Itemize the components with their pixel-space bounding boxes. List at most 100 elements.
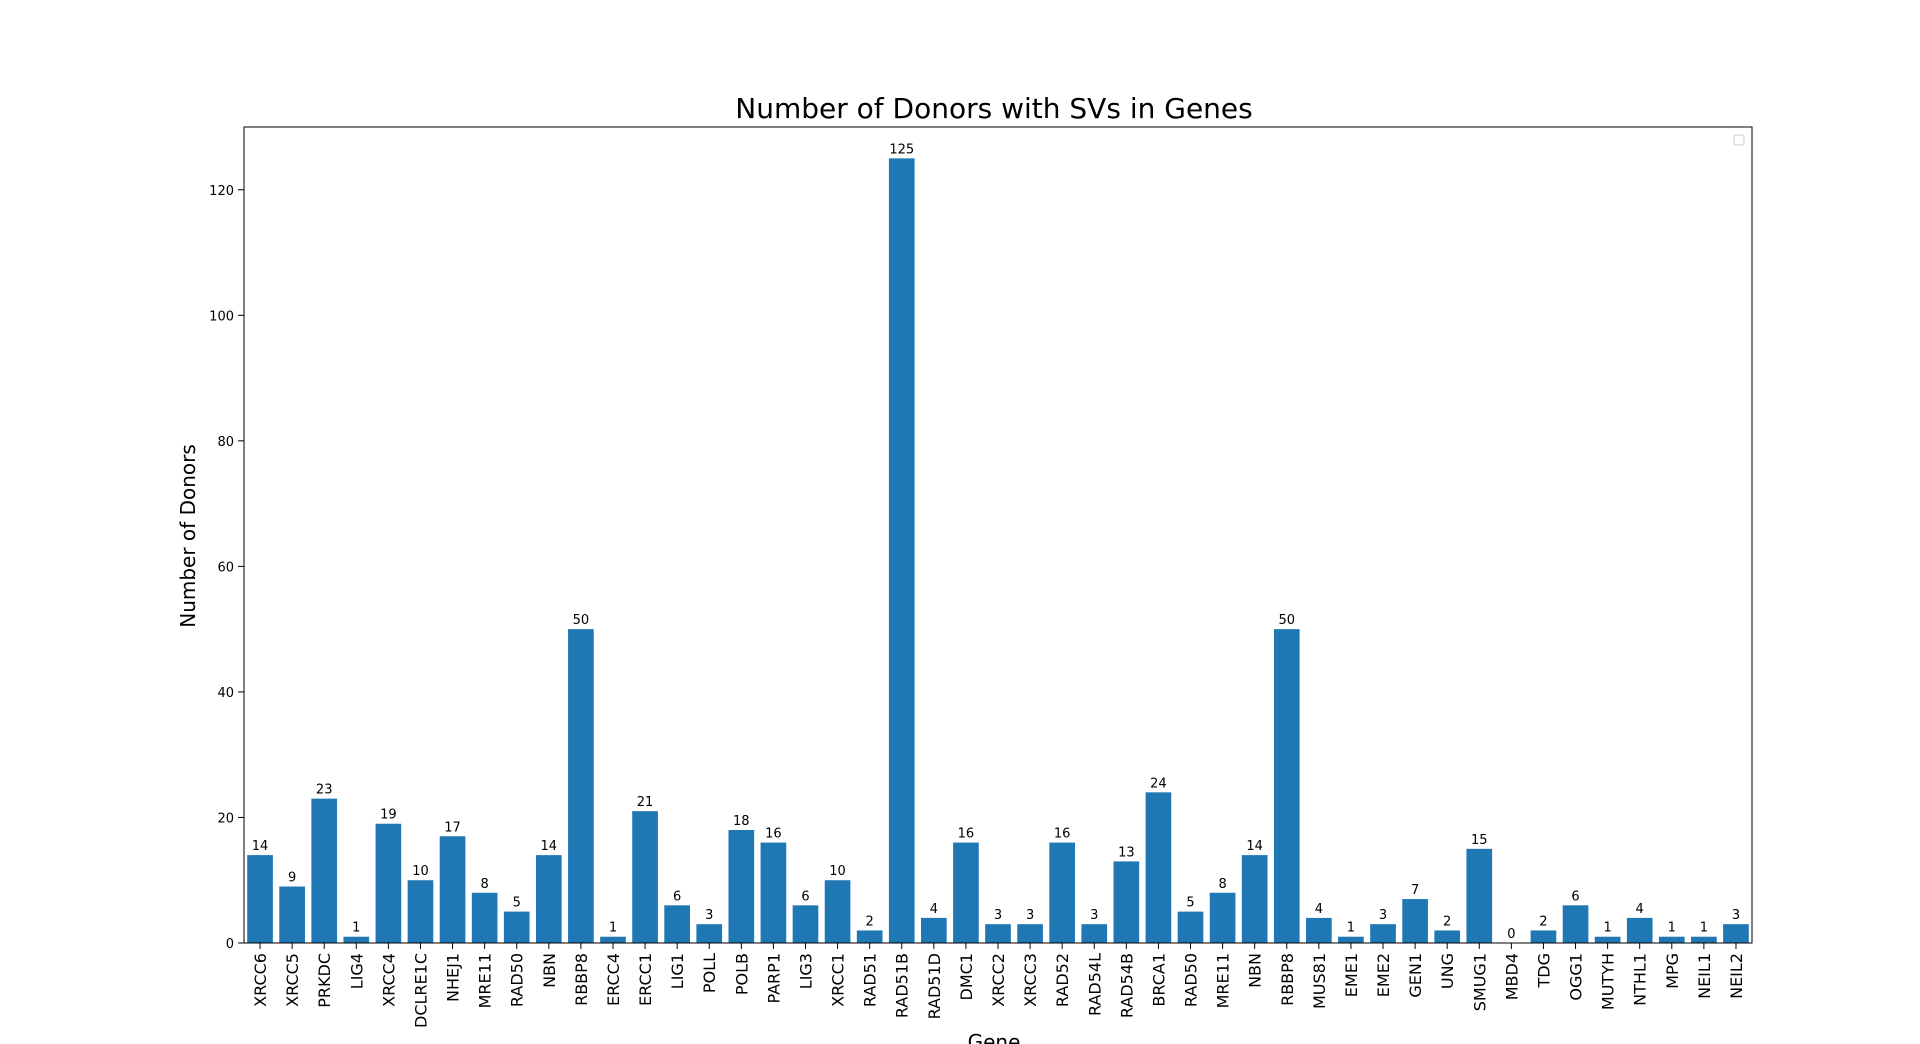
x-tick-label: MBD4 <box>1502 953 1521 1000</box>
bar-nbn <box>535 855 562 943</box>
x-tick-label: EME2 <box>1374 953 1393 997</box>
y-tick-label: 100 <box>209 309 234 324</box>
x-tick-label: MPG <box>1663 953 1682 989</box>
data-label: 3 <box>1090 908 1098 923</box>
plot-area: 14XRCC69XRCC523PRKDC1LIG419XRCC410DCLRE1… <box>209 126 1753 1028</box>
x-tick-label: NHEJ1 <box>444 953 463 1002</box>
data-label: 24 <box>1150 776 1167 791</box>
bar-ercc4 <box>600 936 626 943</box>
data-label: 3 <box>994 908 1002 923</box>
data-label: 4 <box>1315 902 1323 917</box>
bar-xrcc4 <box>375 823 402 943</box>
x-tick-label: RAD50 <box>1182 953 1201 1007</box>
bar-mutyh <box>1594 936 1621 943</box>
x-tick-label: RAD54B <box>1117 953 1136 1018</box>
data-label: 3 <box>705 908 713 923</box>
bar-poll <box>696 924 723 943</box>
bar-polb <box>728 830 755 943</box>
x-tick-label: RAD51 <box>861 953 880 1007</box>
bar-nthl1 <box>1626 917 1653 943</box>
data-label: 14 <box>252 839 269 854</box>
data-label: 14 <box>541 839 558 854</box>
data-label: 1 <box>1603 921 1611 936</box>
data-label: 17 <box>444 820 461 835</box>
x-tick-label: SMUG1 <box>1470 953 1489 1011</box>
bar-rad52 <box>1049 842 1076 943</box>
data-label: 1 <box>1700 921 1708 936</box>
x-tick-label: XRCC1 <box>829 953 848 1007</box>
bar-rbbp8 <box>568 629 594 943</box>
data-label: 18 <box>733 814 750 829</box>
x-tick-label: RAD51B <box>893 953 912 1018</box>
x-tick-label: PRKDC <box>315 953 334 1008</box>
data-label: 13 <box>1118 845 1135 860</box>
bar-lig4 <box>343 936 370 943</box>
data-label: 16 <box>958 827 975 842</box>
x-tick-label: GEN1 <box>1406 953 1425 998</box>
bar-prkdc <box>311 798 338 943</box>
bar-ercc1 <box>632 811 658 943</box>
x-tick-label: OGG1 <box>1567 953 1586 1001</box>
x-tick-label: UNG <box>1438 953 1457 989</box>
bar-nhej1 <box>439 836 466 943</box>
bar-rad51 <box>856 930 883 943</box>
bar-neil1 <box>1691 936 1717 943</box>
x-tick-label: NEIL2 <box>1727 953 1746 999</box>
x-tick-label: POLB <box>732 953 751 995</box>
y-tick-label: 60 <box>217 560 234 575</box>
x-tick-label: RAD50 <box>508 953 527 1007</box>
bar-xrcc5 <box>279 886 305 943</box>
x-tick-label: NEIL1 <box>1695 953 1714 999</box>
x-tick-label: ERCC1 <box>636 953 655 1006</box>
data-label: 1 <box>609 921 617 936</box>
x-tick-label: MUTYH <box>1599 953 1618 1010</box>
bar-xrcc6 <box>247 855 273 943</box>
bar-parp1 <box>760 842 787 943</box>
x-tick-label: MRE11 <box>1214 953 1233 1008</box>
bar-brca1 <box>1145 792 1172 943</box>
data-label: 2 <box>866 914 874 929</box>
bar-mre11 <box>471 892 498 943</box>
bar-ung <box>1434 930 1461 943</box>
x-tick-label: LIG1 <box>668 953 687 989</box>
bar-rad50 <box>503 911 530 943</box>
bar-eme1 <box>1338 936 1364 943</box>
bar-rad54b <box>1113 861 1140 943</box>
data-label: 6 <box>1571 889 1579 904</box>
bar-nbn <box>1241 855 1268 943</box>
data-label: 6 <box>673 889 681 904</box>
x-tick-label: BRCA1 <box>1149 953 1168 1007</box>
y-tick-label: 20 <box>217 811 234 826</box>
plot-frame <box>243 126 1753 944</box>
data-label: 3 <box>1732 908 1740 923</box>
bar-rad54l <box>1081 924 1108 943</box>
bar-mre11 <box>1209 892 1236 943</box>
x-tick-label: NBN <box>1246 953 1265 988</box>
data-label: 4 <box>1636 902 1644 917</box>
x-tick-label: XRCC4 <box>379 953 398 1007</box>
x-tick-label: XRCC2 <box>989 953 1008 1007</box>
data-label: 2 <box>1443 914 1451 929</box>
x-tick-label: LIG4 <box>347 953 366 989</box>
data-label: 3 <box>1026 908 1034 923</box>
x-tick-label: PARP1 <box>764 953 783 1004</box>
data-label: 4 <box>930 902 938 917</box>
bar-xrcc2 <box>985 924 1011 943</box>
data-label: 50 <box>1278 613 1295 628</box>
y-tick-label: 80 <box>217 435 234 450</box>
data-label: 19 <box>380 808 397 823</box>
x-axis-title: Gene <box>968 1030 1021 1044</box>
bar-ogg1 <box>1562 905 1589 943</box>
bar-xrcc1 <box>824 880 851 943</box>
bar-gen1 <box>1402 899 1428 943</box>
data-label: 10 <box>412 864 429 879</box>
data-label: 1 <box>352 921 360 936</box>
data-label: 16 <box>1054 827 1071 842</box>
x-tick-label: NTHL1 <box>1631 953 1650 1006</box>
bar-eme2 <box>1370 924 1396 943</box>
bar-lig1 <box>664 905 690 943</box>
data-label: 14 <box>1246 839 1263 854</box>
y-tick-label: 40 <box>217 686 234 701</box>
bar-xrcc3 <box>1017 924 1043 943</box>
